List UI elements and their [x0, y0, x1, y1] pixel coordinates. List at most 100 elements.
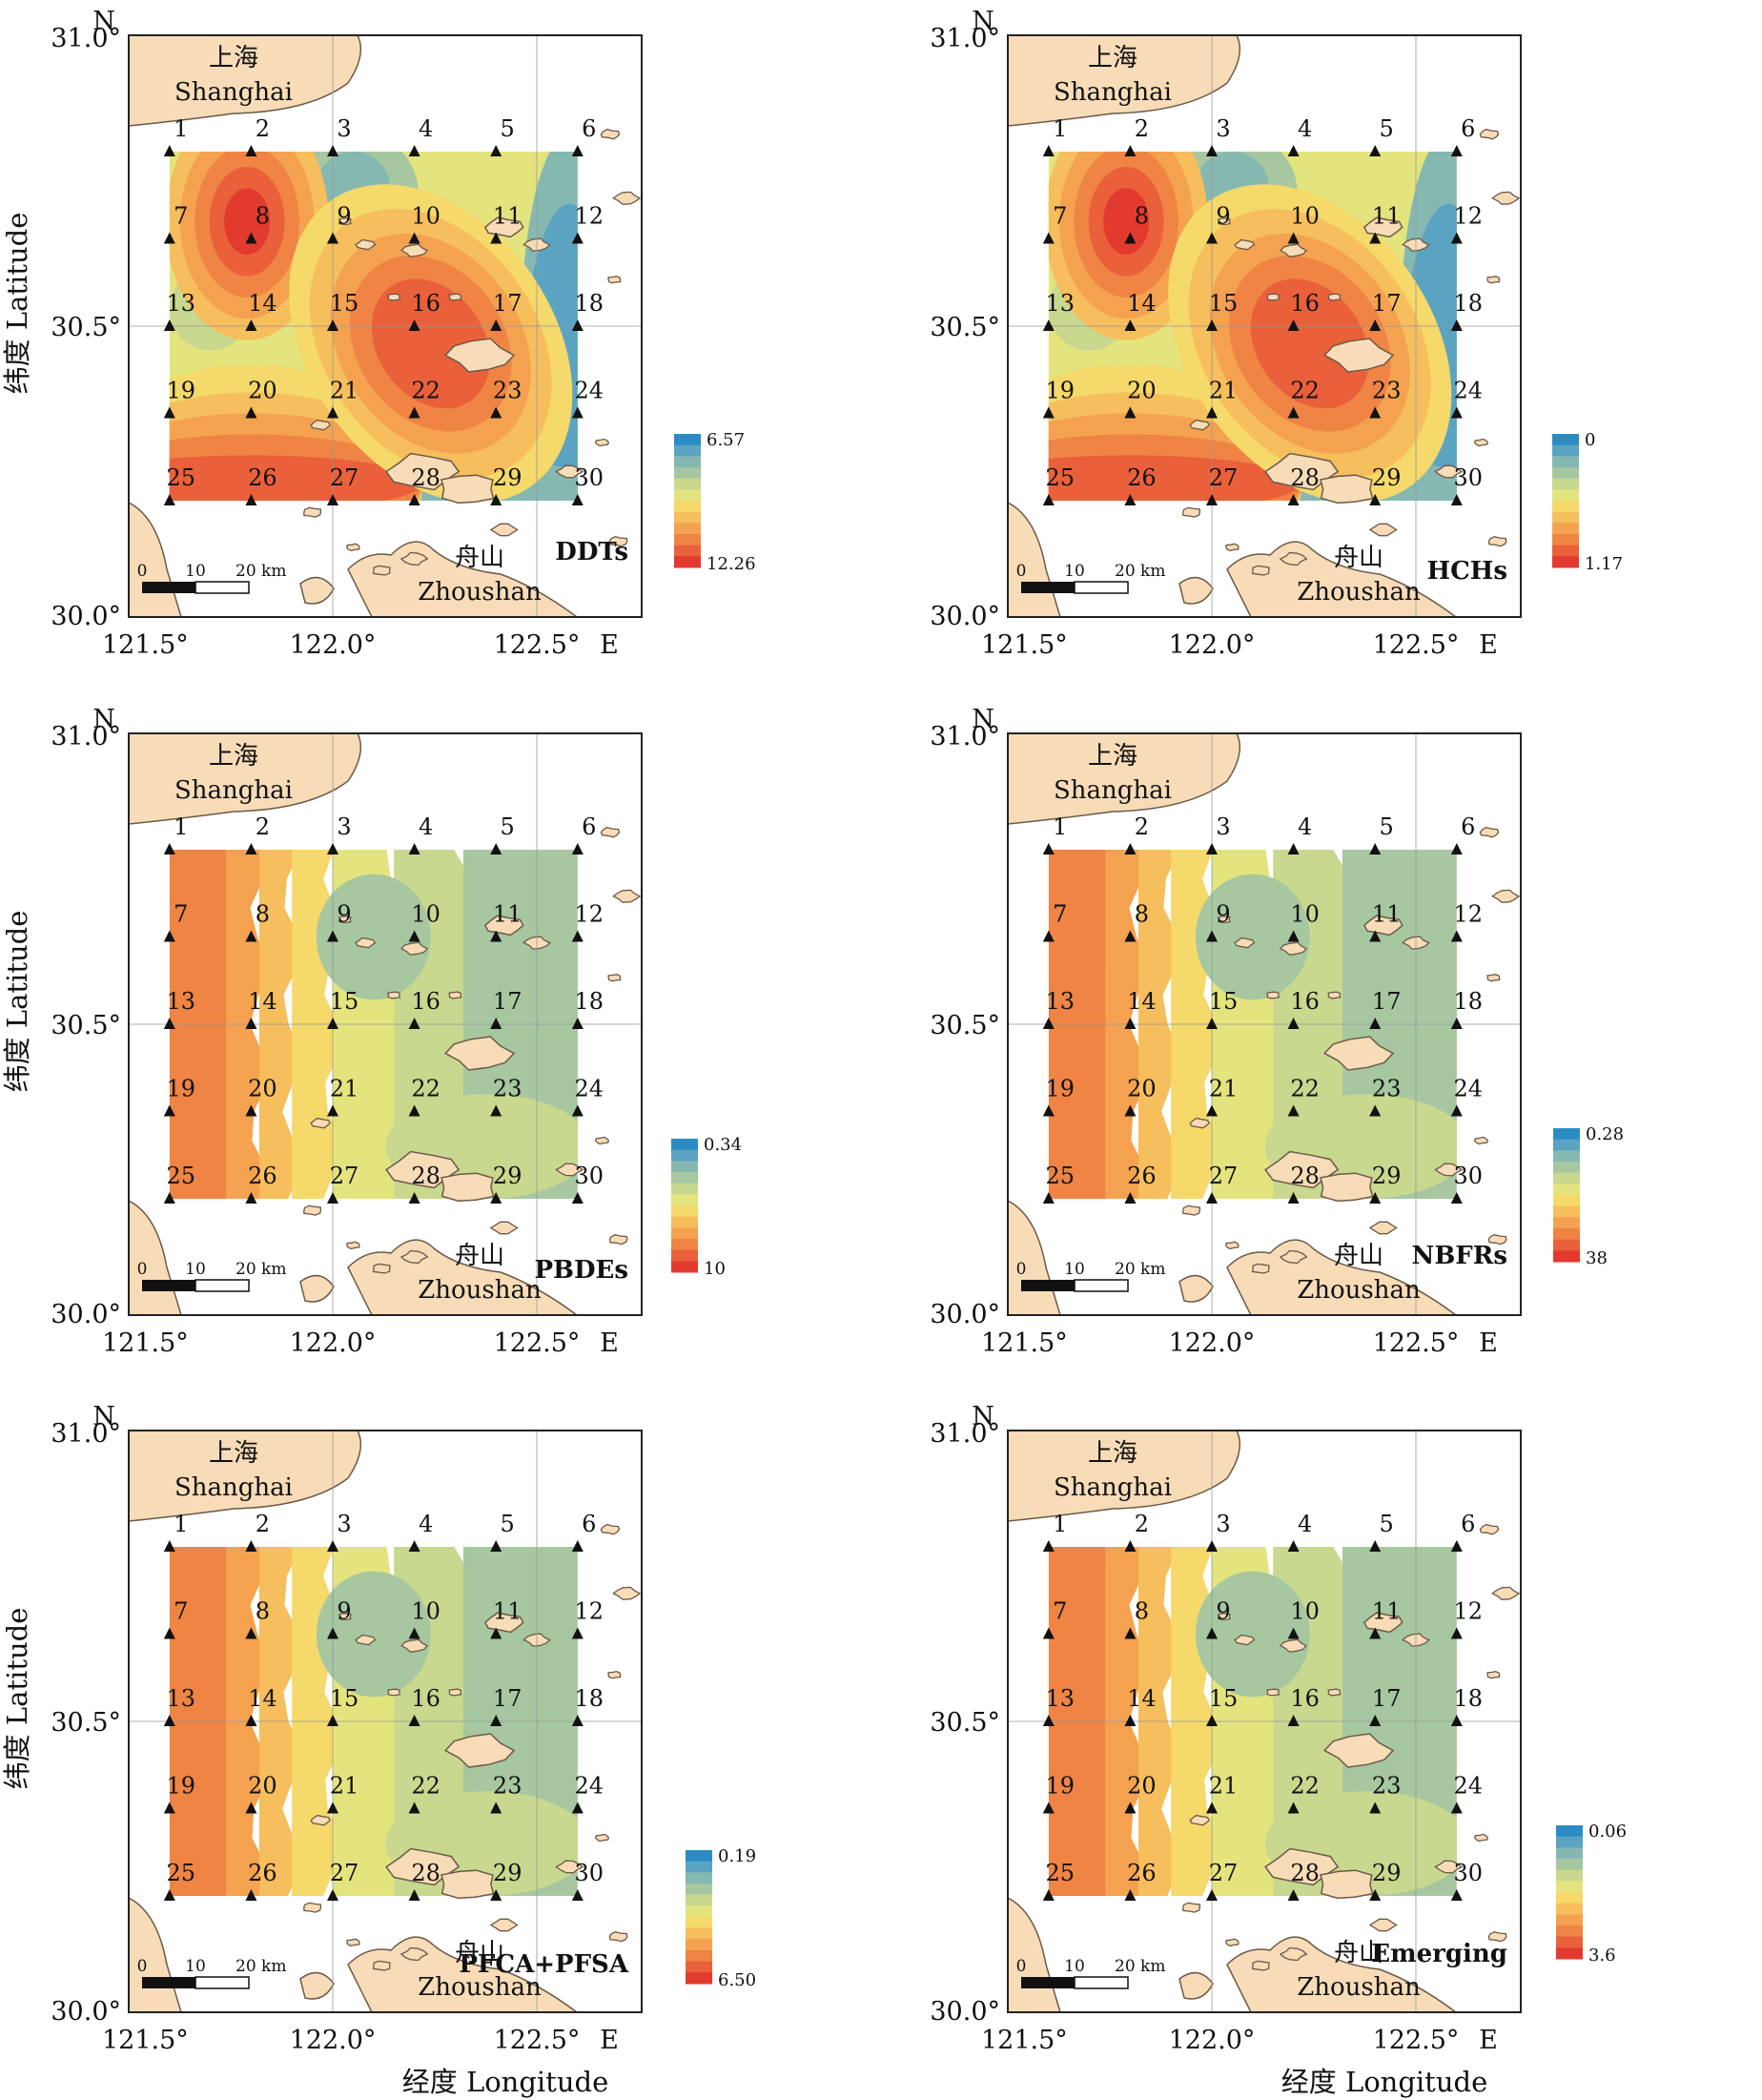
- place-label-shanghai-cn: 上海: [1088, 1439, 1137, 1468]
- station-label: 22: [1290, 1076, 1320, 1102]
- place-label-shanghai-en: Shanghai: [1054, 1473, 1172, 1502]
- station-marker: [327, 145, 338, 156]
- legend-swatch: [674, 456, 701, 468]
- station-label: 26: [1127, 464, 1157, 491]
- station-label: 22: [411, 378, 440, 404]
- station-label: 4: [1298, 813, 1312, 840]
- y-axis-label: 纬度 Latitude: [1, 213, 33, 395]
- station-marker: [1369, 406, 1382, 419]
- station-marker: [327, 494, 338, 505]
- island: [355, 238, 377, 251]
- station-marker: [571, 843, 584, 854]
- island: [303, 1902, 322, 1913]
- island: [1266, 991, 1281, 999]
- station-marker: [1124, 145, 1137, 156]
- station-label: 16: [411, 988, 440, 1015]
- island: [555, 464, 584, 479]
- scale-bar-hollow: [195, 1279, 250, 1292]
- station-label: 12: [575, 203, 604, 230]
- legend-swatch: [1552, 467, 1579, 480]
- island: [443, 1733, 516, 1768]
- station-marker: [571, 1715, 584, 1726]
- legend-colorbar: 0.28 38: [1553, 1124, 1624, 1268]
- legend-swatch: [671, 1227, 698, 1240]
- station-marker: [1450, 1889, 1463, 1901]
- station-marker: [1450, 145, 1463, 156]
- lon-tick-label: 122.0°: [290, 630, 377, 660]
- station-label: 3: [1216, 813, 1230, 840]
- station-marker: [408, 494, 420, 505]
- station-label: 9: [337, 203, 351, 230]
- station-marker: [1206, 232, 1218, 244]
- scale-zero: 0: [137, 1957, 148, 1976]
- island: [1217, 1613, 1231, 1621]
- station-marker: [1042, 1018, 1055, 1029]
- station-marker: [245, 232, 257, 244]
- scale-twenty: 20 km: [1115, 1957, 1165, 1976]
- station-label: 19: [167, 1076, 196, 1102]
- island: [1234, 238, 1256, 251]
- contour-level: [169, 455, 423, 501]
- legend-swatch: [686, 1884, 712, 1896]
- scale-bar-solid: [1021, 1977, 1075, 1988]
- east-label: E: [1479, 2026, 1498, 2055]
- island: [607, 1671, 622, 1679]
- station-marker: [163, 319, 175, 331]
- island: [385, 1150, 461, 1189]
- station-label: 2: [1135, 813, 1149, 840]
- legend-swatch: [686, 1872, 712, 1884]
- east-label: E: [600, 630, 619, 660]
- station-label: 16: [1290, 290, 1320, 317]
- island: [1491, 1586, 1521, 1600]
- station-label: 5: [501, 115, 515, 142]
- island: [303, 1204, 322, 1216]
- legend-colorbar: 0.34 10: [671, 1135, 742, 1279]
- station-label: 19: [1046, 378, 1076, 404]
- station-marker: [245, 319, 257, 331]
- island: [400, 551, 429, 566]
- station-label: 24: [1454, 1076, 1484, 1102]
- station-marker: [1287, 1889, 1300, 1901]
- station-marker: [1450, 1192, 1463, 1204]
- station-label: 13: [1046, 290, 1076, 317]
- island: [310, 1814, 331, 1826]
- island: [400, 941, 429, 956]
- legend-swatch: [1552, 444, 1579, 457]
- station-label: 15: [1209, 290, 1239, 317]
- island: [1473, 1136, 1489, 1145]
- station-marker: [1287, 1104, 1300, 1117]
- legend-swatch: [686, 1905, 712, 1918]
- station-label: 11: [493, 203, 522, 230]
- legend-swatch: [1552, 456, 1579, 468]
- island: [299, 1971, 335, 2000]
- island: [555, 1163, 584, 1177]
- legend-swatch: [1552, 501, 1579, 513]
- station-label: 1: [174, 115, 188, 142]
- station-marker: [1369, 232, 1382, 244]
- station-marker: [571, 1627, 584, 1639]
- place-label-zhoushan-en: Zhoushan: [418, 1973, 542, 2002]
- island: [1486, 276, 1501, 284]
- station-label: 18: [575, 290, 604, 317]
- station-label: 11: [1372, 1598, 1402, 1625]
- legend-top-value: 0.19: [718, 1846, 756, 1866]
- scale-bar-solid: [142, 1977, 195, 1988]
- lon-tick-label: 122.5°: [1373, 1328, 1460, 1358]
- station-label: 11: [493, 901, 522, 928]
- station-label: 29: [493, 1163, 522, 1189]
- place-label-shanghai-cn: 上海: [209, 1439, 258, 1468]
- place-label-shanghai-en: Shanghai: [174, 1473, 293, 1502]
- station-label: 28: [1290, 1860, 1320, 1886]
- island: [1362, 915, 1403, 937]
- contour-level: [316, 1571, 431, 1698]
- island: [1178, 1971, 1214, 2000]
- station-label: 23: [1372, 378, 1402, 404]
- station-marker: [245, 1627, 257, 1639]
- station-label: 27: [1209, 1163, 1239, 1189]
- station-marker: [1287, 1018, 1300, 1029]
- station-label: 12: [575, 1598, 604, 1625]
- legend-swatch: [1556, 1847, 1583, 1860]
